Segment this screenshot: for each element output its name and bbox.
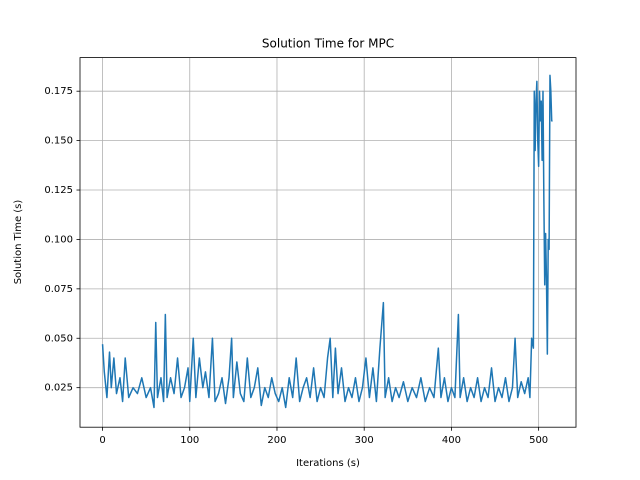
x-tick-label: 0: [99, 435, 105, 446]
y-axis-label: Solution Time (s): [13, 200, 24, 285]
y-tick-label: 0.125: [44, 185, 73, 196]
line-series: [101, 74, 553, 409]
x-tick-label: 400: [442, 435, 461, 446]
x-tick-label: 500: [529, 435, 548, 446]
y-tick-label: 0.150: [44, 136, 73, 147]
y-tick-label: 0.025: [44, 383, 73, 394]
x-tick-label: 200: [267, 435, 286, 446]
x-tick-label: 100: [180, 435, 199, 446]
y-tick-label: 0.075: [44, 284, 73, 295]
plot-frame: [79, 57, 577, 428]
y-tick-label: 0.175: [44, 86, 73, 97]
y-tick-label: 0.050: [44, 333, 73, 344]
x-tick-label: 300: [355, 435, 374, 446]
chart-title: Solution Time for MPC: [262, 37, 394, 51]
x-axis-label: Iterations (s): [296, 458, 360, 469]
y-tick-label: 0.100: [44, 234, 73, 245]
